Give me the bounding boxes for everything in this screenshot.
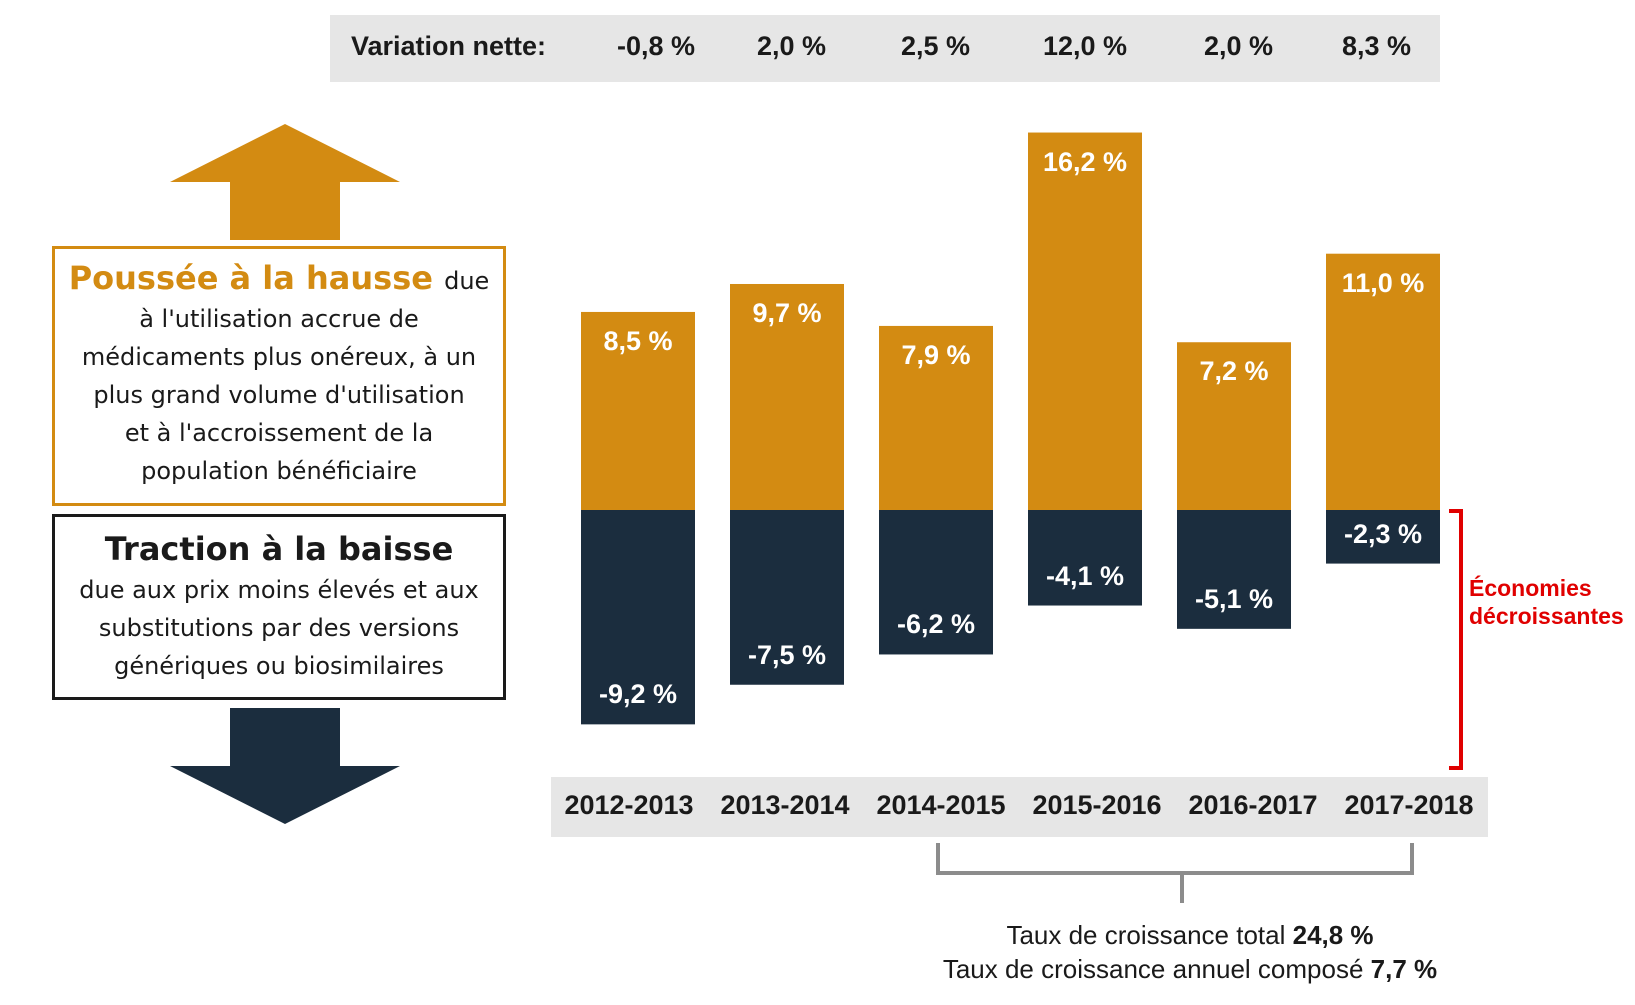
- net-variation-value: 8,3 %: [1342, 31, 1412, 61]
- x-tick-label: 2015-2016: [1032, 790, 1162, 820]
- upward-pressure-text: à l'utilisation accrue de: [139, 305, 419, 333]
- x-tick-label: 2013-2014: [720, 790, 850, 820]
- net-variation-value: 2,0 %: [1204, 31, 1274, 61]
- net-variation-value: 2,0 %: [757, 31, 827, 61]
- upward-pressure-text: plus grand volume d'utilisation: [93, 381, 465, 409]
- total-growth-value: 24,8 %: [1292, 920, 1374, 950]
- net-variation-value: 2,5 %: [901, 31, 971, 61]
- bar-upward-2012-2013: [581, 311, 695, 510]
- data-label-downward: -9,2 %: [598, 679, 678, 710]
- savings-label-line: Économies: [1469, 575, 1592, 601]
- total-growth-label: Taux de croissance total: [1006, 920, 1286, 950]
- data-label-upward: 11,0 %: [1341, 267, 1425, 298]
- data-label-downward: -6,2 %: [896, 609, 976, 640]
- growth-bracket: [936, 843, 1414, 903]
- downward-pressure-text: génériques ou biosimilaires: [114, 652, 444, 680]
- cagr-label: Taux de croissance annuel composé: [942, 954, 1364, 984]
- net-variation-label: Variation nette:: [351, 31, 547, 61]
- up-arrow-icon: [170, 124, 400, 240]
- bar-upward-2013-2014: [730, 283, 844, 510]
- upward-pressure-text: due: [444, 267, 490, 295]
- x-tick-label: 2017-2018: [1344, 790, 1474, 820]
- savings-label-line: décroissantes: [1469, 603, 1624, 629]
- savings-bracket: [1449, 509, 1463, 770]
- data-label-upward: 7,2 %: [1199, 356, 1269, 387]
- upward-pressure-box: Poussée à la hausse due à l'utilisation …: [52, 246, 506, 506]
- bar-downward-2015-2016: [1028, 510, 1142, 606]
- data-label-upward: 9,7 %: [752, 297, 822, 328]
- x-tick-label: 2016-2017: [1188, 790, 1318, 820]
- net-variation-band: Variation nette: -0,8 % 2,0 % 2,5 % 12,0…: [330, 15, 1440, 82]
- upward-pressure-text: médicaments plus onéreux, à un: [81, 343, 477, 371]
- data-label-upward: 16,2 %: [1042, 146, 1128, 177]
- downward-pressure-box: Traction à la baisse due aux prix moins …: [52, 514, 506, 700]
- bar-upward-2014-2015: [879, 325, 993, 510]
- bar-downward-2013-2014: [730, 510, 844, 685]
- data-label-downward: -7,5 %: [747, 639, 827, 670]
- bar-downward-2014-2015: [879, 510, 993, 655]
- data-label-downward: -4,1 %: [1045, 560, 1125, 591]
- year-axis-band: 2012-2013 2013-2014 2014-2015 2015-2016 …: [551, 777, 1488, 837]
- data-label-upward: 7,9 %: [901, 339, 971, 370]
- x-tick-label: 2014-2015: [876, 790, 1006, 820]
- downward-pressure-text: due aux prix moins élevés et aux: [79, 576, 479, 604]
- bar-downward-2016-2017: [1177, 510, 1291, 629]
- data-label-downward: -5,1 %: [1194, 583, 1274, 614]
- downward-pressure-title: Traction à la baisse: [104, 530, 454, 568]
- cagr-value: 7,7 %: [1370, 954, 1438, 984]
- downward-pressure-text: substitutions par des versions: [98, 614, 460, 642]
- data-label-downward: -2,3 %: [1343, 518, 1423, 549]
- net-variation-value: -0,8 %: [617, 31, 696, 61]
- bar-downward-2017-2018: [1326, 510, 1440, 564]
- upward-pressure-text: population bénéficiaire: [141, 457, 417, 485]
- savings-label: Économies décroissantes: [1469, 574, 1624, 630]
- upward-pressure-title: Poussée à la hausse: [68, 259, 445, 297]
- x-tick-label: 2012-2013: [564, 790, 694, 820]
- upward-pressure-text: et à l'accroissement de la: [124, 419, 434, 447]
- data-label-upward: 8,5 %: [603, 325, 673, 356]
- bar-downward-2012-2013: [581, 510, 695, 725]
- bar-upward-2016-2017: [1177, 342, 1291, 510]
- down-arrow-icon: [170, 708, 400, 824]
- growth-summary: Taux de croissance total 24,8 % Taux de …: [880, 918, 1500, 986]
- bar-upward-2017-2018: [1326, 253, 1440, 510]
- net-variation-value: 12,0 %: [1043, 31, 1128, 61]
- bar-upward-2015-2016: [1028, 132, 1142, 511]
